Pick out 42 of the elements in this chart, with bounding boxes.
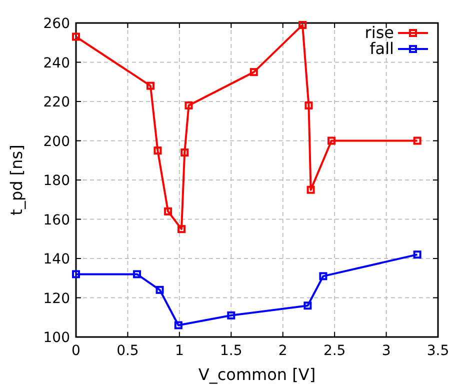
legend-label: rise — [364, 23, 394, 42]
point — [177, 225, 186, 234]
y-tick-label: 100 — [43, 330, 70, 346]
point — [304, 101, 313, 110]
legend-label: fall — [370, 39, 394, 58]
y-tick-label: 180 — [43, 173, 70, 189]
point — [298, 20, 307, 29]
point — [304, 302, 312, 310]
point — [180, 148, 189, 157]
point — [146, 82, 154, 90]
x-tick-label: 2 — [278, 343, 288, 359]
y-tick-label: 120 — [43, 290, 70, 307]
y-tick-label: 200 — [43, 134, 70, 150]
x-tick-label: 3 — [382, 343, 391, 359]
point — [154, 146, 162, 155]
point — [327, 136, 336, 145]
y-tick-label: 220 — [43, 94, 70, 110]
point — [319, 272, 328, 280]
point — [227, 311, 236, 320]
y-tick-label: 240 — [43, 55, 70, 72]
point — [72, 270, 80, 278]
point — [133, 270, 142, 278]
y-tick-label: 160 — [43, 212, 70, 228]
point — [174, 321, 182, 330]
y-axis-title: t_pd [ns] — [7, 144, 26, 216]
x-tick-label: 3.5 — [426, 343, 450, 359]
point — [413, 250, 422, 259]
point — [156, 286, 164, 294]
point — [413, 136, 422, 145]
point — [184, 101, 193, 110]
x-tick-label: 0 — [72, 343, 80, 359]
point — [164, 207, 172, 216]
y-tick-label: 140 — [43, 252, 70, 268]
x-axis-title: V_common [V] — [198, 365, 316, 384]
point — [72, 32, 80, 41]
x-tick-label: 2.5 — [323, 343, 346, 359]
point — [250, 68, 258, 76]
x-tick-label: 0.5 — [116, 343, 139, 359]
x-tick-label: 1 — [174, 343, 184, 359]
y-tick-label: 260 — [43, 16, 70, 32]
x-tick-label: 1.5 — [220, 343, 242, 359]
point — [306, 186, 315, 194]
